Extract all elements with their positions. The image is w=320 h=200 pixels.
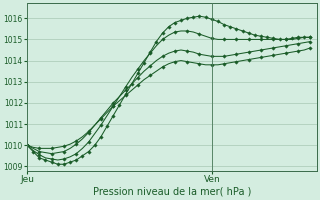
X-axis label: Pression niveau de la mer( hPa ): Pression niveau de la mer( hPa )	[92, 187, 251, 197]
